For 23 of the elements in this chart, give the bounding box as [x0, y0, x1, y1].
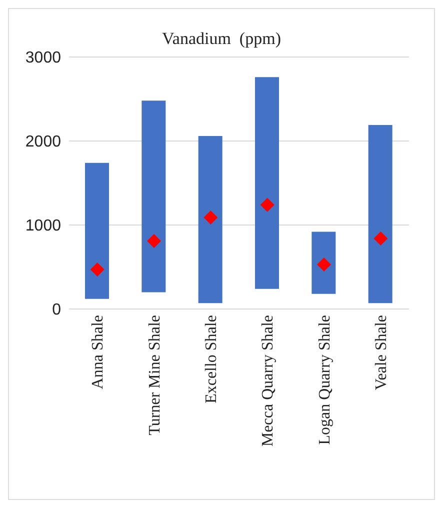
point: [204, 210, 218, 224]
point: [147, 234, 161, 248]
x-tick-label: Mecca Quarry Shale: [260, 315, 277, 446]
bar: [312, 232, 336, 294]
point: [90, 262, 104, 277]
y-tick-label: 3000: [25, 50, 62, 67]
y-tick-label: 2000: [25, 134, 62, 151]
chart-title: Vanadium (ppm): [161, 28, 282, 49]
point: [374, 231, 388, 246]
y-tick-label: 1000: [25, 218, 62, 235]
x-tick-label: Anna Shale: [90, 315, 107, 390]
y-tick-label: 0: [52, 302, 62, 319]
bar: [85, 162, 109, 299]
x-tick-label: Excello Shale: [203, 315, 220, 404]
point: [260, 198, 274, 212]
x-tick-label: Turner Mine Shale: [146, 315, 164, 436]
point: [317, 257, 331, 272]
bar: [142, 100, 166, 292]
bar: [368, 125, 392, 304]
x-tick-label: Logan Quarry Shale: [316, 315, 334, 445]
x-tick-label: Veale Shale: [373, 315, 390, 390]
bar: [255, 77, 279, 289]
bar: [198, 136, 222, 304]
